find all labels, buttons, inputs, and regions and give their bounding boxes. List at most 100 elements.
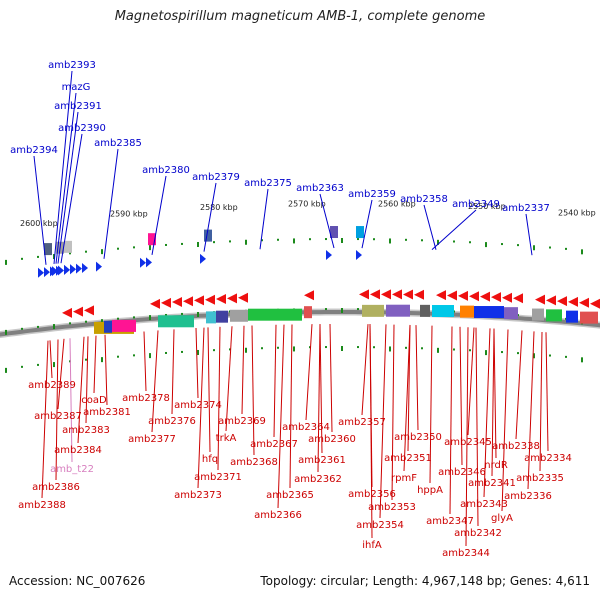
tick-dot [517,244,519,247]
reverse-leader-line [241,325,245,415]
tick-dot [421,239,423,242]
forward-leader-line [319,193,335,249]
domain-block [248,308,302,321]
gene-label: amb2342 [454,528,502,539]
reverse-gene-arrow [205,294,215,305]
tick-dot [357,308,359,311]
forward-gene-arrow [38,267,44,278]
reverse-leader-line [273,324,277,438]
gene-label: amb2383 [62,425,110,436]
gene-label: amb_t22 [50,464,94,475]
gene-label: amb2380 [142,165,190,176]
tick-dot [309,346,311,349]
gene-label: amb2358 [400,194,448,205]
tick-dot [405,238,407,241]
reverse-leader-line [467,327,475,436]
reverse-leader-line [379,324,387,519]
forward-leader-line [103,148,119,259]
reverse-gene-arrow [480,291,490,302]
domain-block [362,304,384,317]
reverse-gene-arrow [557,296,567,307]
gene-label: amb2350 [394,432,442,443]
reverse-leader-line [104,334,108,406]
kbp-tick-label: 2540 kbp [558,208,596,217]
reverse-leader-line [391,324,395,501]
domain-block [532,308,544,321]
reverse-leader-line [49,340,53,379]
gene-label: amb2390 [58,123,106,134]
domain-block [460,305,474,318]
gene-label: amb2373 [174,490,222,501]
tick-dot [101,357,103,363]
reverse-gene-arrow [414,289,424,300]
reverse-gene-arrow [150,298,160,309]
tick-dot [277,346,279,349]
reverse-leader-line [277,324,285,509]
reverse-gene-arrow [73,306,83,317]
reverse-gene-arrow [469,291,479,302]
gene-label: amb2381 [83,407,131,418]
gene-label: amb2360 [308,434,356,445]
tick-dot [181,312,183,315]
tick-dot [501,351,503,354]
gene-label: amb2349 [452,199,500,210]
tick-dot [229,348,231,351]
reverse-leader-line [429,325,433,484]
forward-gene-arrow [82,262,88,273]
tick-dot [389,238,391,244]
reverse-leader-line [493,328,497,459]
gene-label: amb2365 [266,490,314,501]
forward-gene-arrow [58,265,64,276]
kbp-tick-label: 2600 kbp [20,219,58,228]
gene-label: nrdR [484,460,508,471]
domain-block [546,309,562,322]
tick-dot [309,238,311,241]
reverse-leader-line [55,339,59,481]
tick-dot [133,246,135,249]
tick-dot [453,348,455,351]
reverse-leader-line [197,327,205,489]
reverse-gene-arrow [161,297,171,308]
tick-dot [149,353,151,359]
tick-dot [5,367,7,373]
domain-block [504,307,518,320]
genome-summary-text: Topology: circular; Length: 4,967,148 bp… [260,574,590,588]
domain-block [432,305,454,318]
reverse-gene-arrow [238,292,248,303]
tick-dot [69,252,71,255]
tick-dot [245,347,247,353]
reverse-leader-line [217,326,221,471]
tick-dot [373,238,375,241]
tick-dot [149,315,151,321]
gene-label: amb2344 [442,548,490,559]
forward-gene-arrow [96,261,102,272]
reverse-leader-line [77,336,85,444]
tick-dot [453,240,455,243]
domain-block [204,229,212,242]
reverse-gene-arrow [590,298,600,309]
reverse-leader-line [85,336,89,424]
tick-dot [21,327,23,330]
tick-dot [229,240,231,243]
gene-label: amb2351 [384,453,432,464]
gene-label: amb2378 [122,393,170,404]
tick-dot [501,243,503,246]
tick-dot [325,238,327,241]
forward-leader-line [361,199,373,249]
gene-label: amb2393 [48,60,96,71]
reverse-gene-arrow [194,295,204,306]
reverse-gene-arrow [447,290,457,301]
reverse-gene-arrow [436,290,446,301]
tick-dot [69,322,71,325]
protein-domain-blocks [44,226,598,334]
reverse-leader-line [289,324,293,489]
tick-dot [341,308,343,314]
tick-dot [517,352,519,355]
tick-dot [133,354,135,357]
gene-label: amb2368 [230,457,278,468]
tick-dot [485,350,487,356]
gene-label: amb2353 [368,502,416,513]
gene-label: amb2379 [192,172,240,183]
reverse-leader-line [151,330,159,433]
